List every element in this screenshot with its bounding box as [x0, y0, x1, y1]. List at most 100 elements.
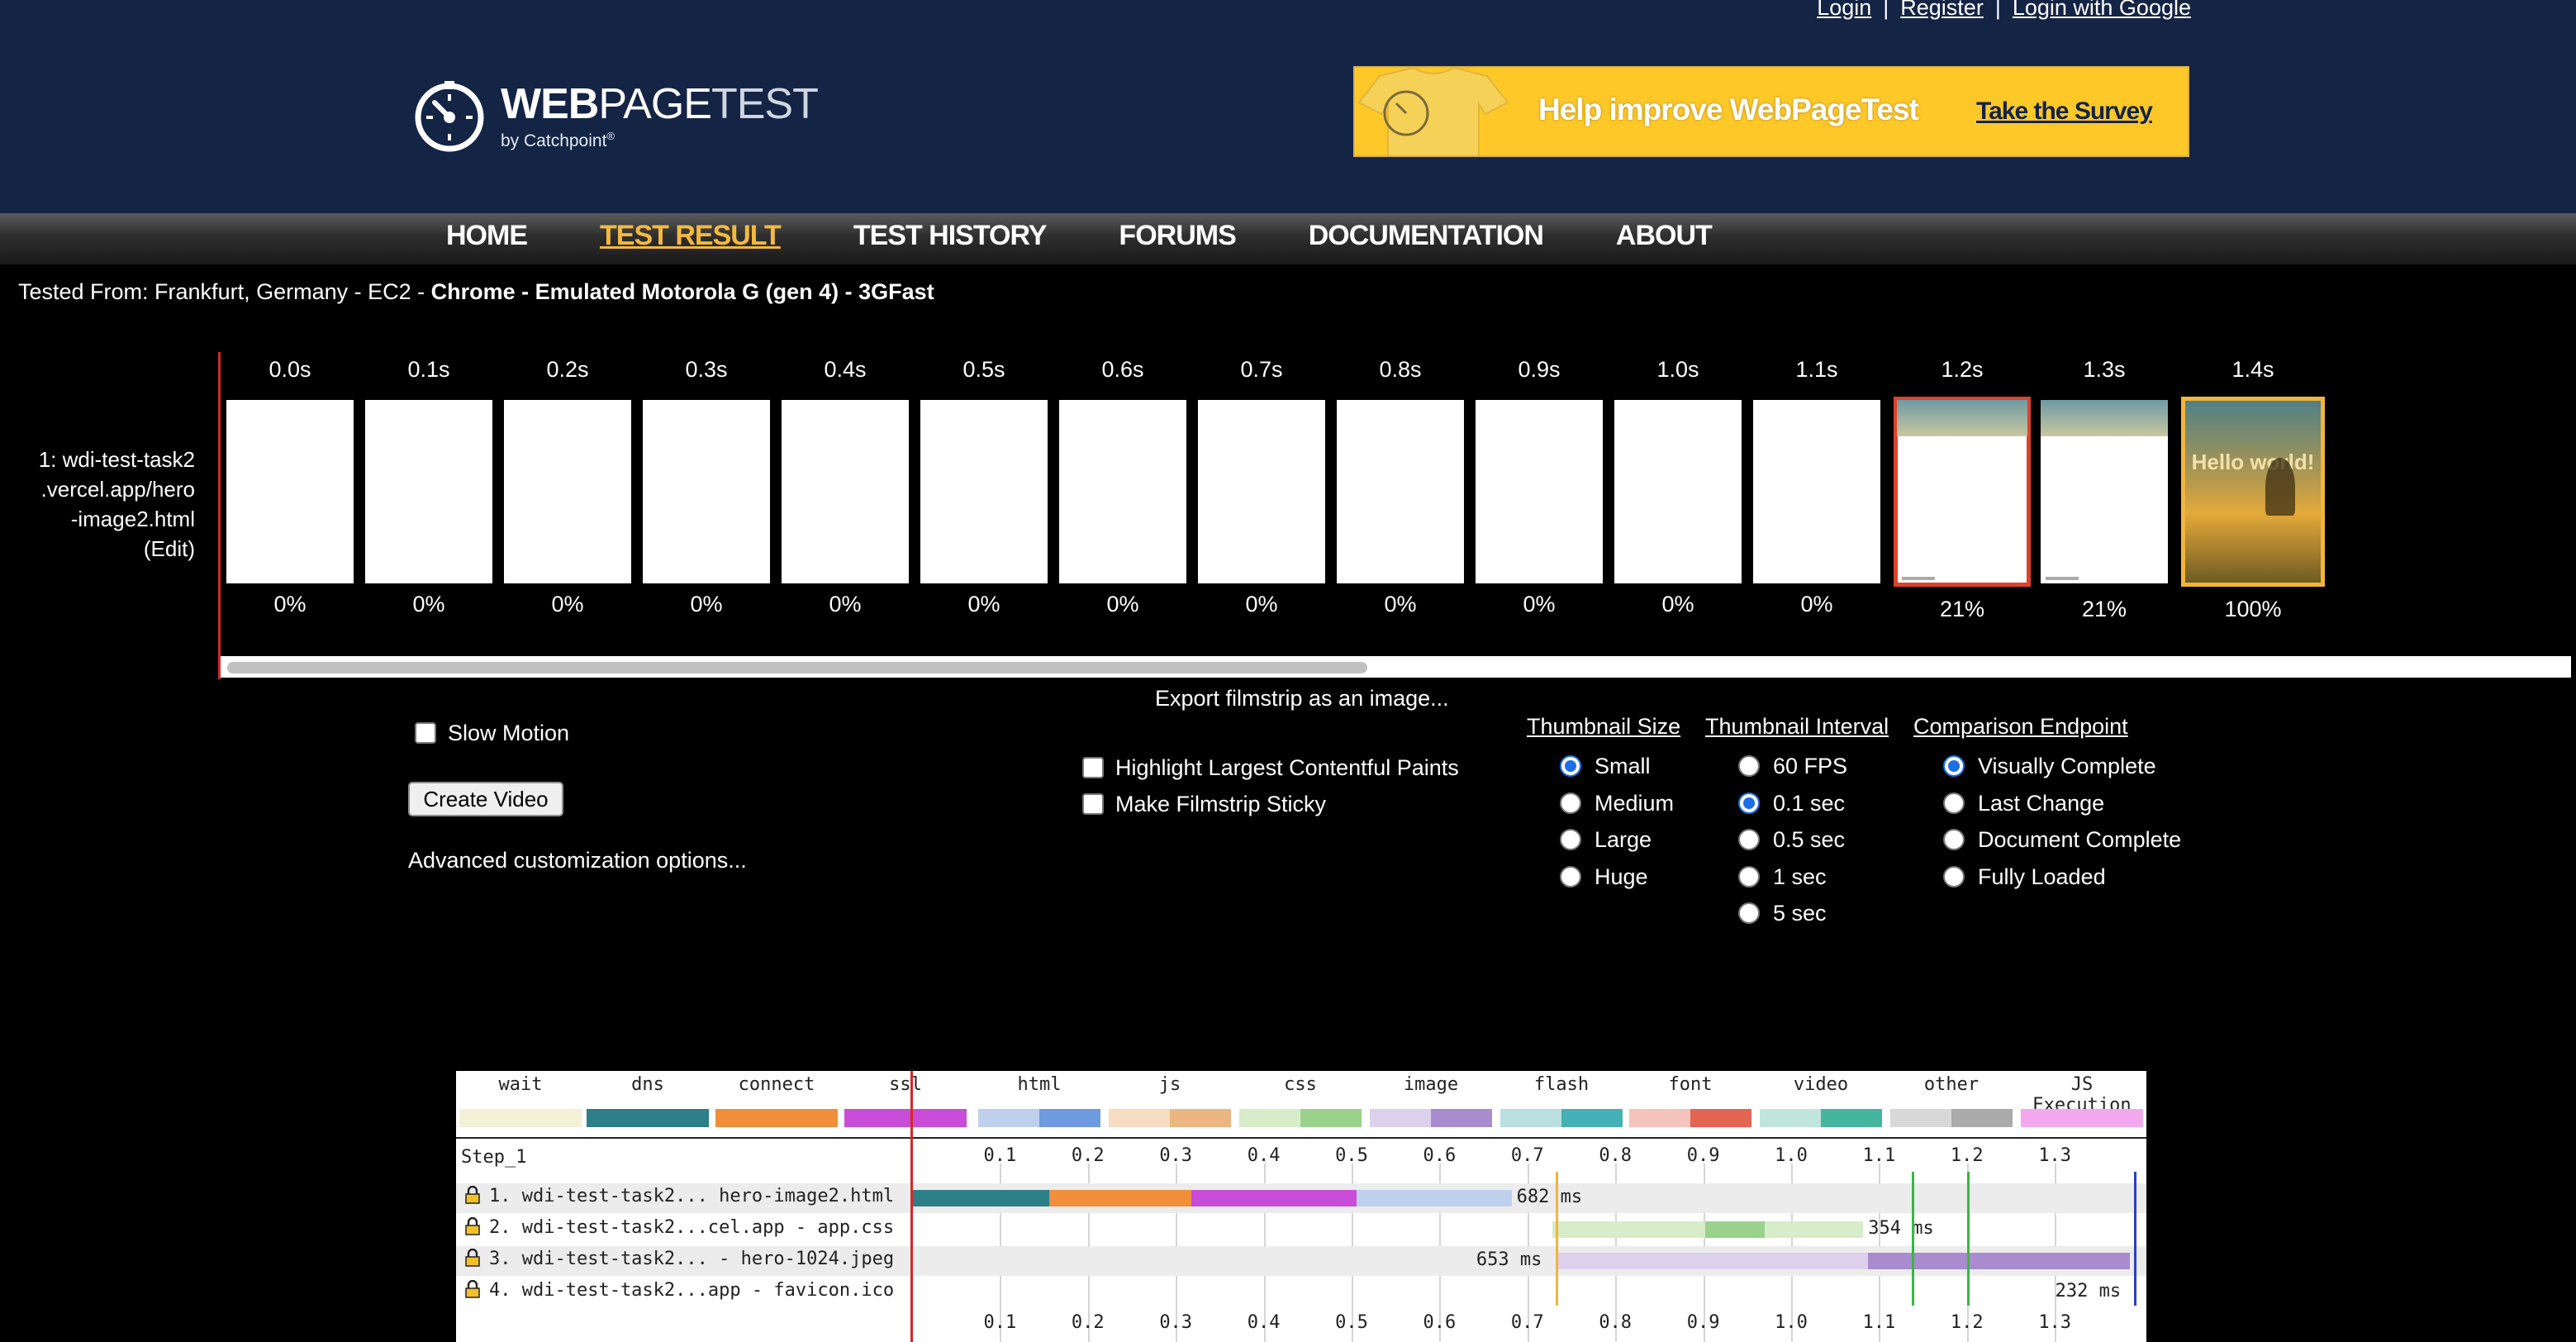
legend-swatch: [1690, 1109, 1751, 1127]
thumbnail-size-radio[interactable]: [1560, 755, 1581, 777]
thumbnail-size-heading[interactable]: Thumbnail Size: [1527, 714, 1681, 739]
request-label[interactable]: 1. wdi-test-task2... hero-image2.html: [464, 1186, 894, 1206]
take-survey-link[interactable]: Take the Survey: [1976, 98, 2153, 125]
slow-motion-option[interactable]: Slow Motion: [415, 721, 569, 746]
comparison-endpoint-radio[interactable]: [1943, 865, 1965, 888]
filmstrip-frame[interactable]: [365, 400, 492, 583]
legend-label: video: [1793, 1074, 1849, 1095]
nav-home[interactable]: HOME: [446, 220, 528, 251]
webpagetest-logo[interactable]: WEBPAGETEST by Catchpoint®: [411, 78, 819, 154]
filmstrip-frame[interactable]: [1198, 400, 1325, 583]
filmstrip-frame[interactable]: [1337, 400, 1464, 583]
test-url-line[interactable]: .vercel.app/hero: [40, 477, 195, 502]
comparison-endpoint-radio[interactable]: [1943, 792, 1965, 814]
thumbnail-size-option[interactable]: Medium: [1560, 791, 1674, 816]
filmstrip-frame[interactable]: [1059, 400, 1186, 583]
nav-test-result[interactable]: TEST RESULT: [600, 220, 782, 251]
filmstrip-frame[interactable]: [643, 400, 770, 583]
comparison-endpoint-radio[interactable]: [1943, 829, 1965, 850]
timing-marker-line: [1966, 1172, 1970, 1306]
register-link[interactable]: Register: [1900, 0, 1984, 20]
edit-link[interactable]: (Edit): [143, 536, 195, 561]
thumbnail-size-radio[interactable]: [1560, 792, 1581, 814]
filmstrip-frame[interactable]: [1476, 400, 1603, 583]
request-row[interactable]: 2. wdi-test-task2...cel.app - app.css 354…: [456, 1215, 2146, 1244]
filmstrip-frame[interactable]: [504, 400, 631, 583]
request-row[interactable]: 3. wdi-test-task2... - hero-1024.jpeg 653…: [456, 1246, 2146, 1276]
filmstrip-scrollbar[interactable]: [221, 656, 2571, 678]
nav-about[interactable]: ABOUT: [1615, 220, 1713, 251]
legend-swatch: [1890, 1109, 1951, 1127]
create-video-button[interactable]: Create Video: [408, 782, 563, 816]
filmstrip-frame[interactable]: [2041, 400, 2168, 583]
highlight-lcp-checkbox[interactable]: [1082, 757, 1104, 778]
request-label[interactable]: 2. wdi-test-task2...cel.app - app.css: [464, 1217, 894, 1238]
thumbnail-interval-option[interactable]: 60 FPS: [1738, 754, 1847, 779]
tshirt-icon: [1357, 68, 1509, 155]
thumbnail-interval-radio[interactable]: [1738, 829, 1760, 850]
axis-tick-label: 0.9: [1686, 1312, 1720, 1333]
thumbnail-interval-option[interactable]: 1 sec: [1738, 864, 1827, 890]
filmstrip-frame[interactable]: [920, 400, 1048, 583]
frame-time-label: 0.9s: [1518, 357, 1561, 382]
slow-motion-checkbox[interactable]: [415, 722, 436, 744]
request-row[interactable]: 1. wdi-test-task2... hero-image2.html 682…: [456, 1183, 2146, 1213]
filmstrip-frame[interactable]: Hello world!: [2181, 397, 2325, 587]
highlight-lcp-option[interactable]: Highlight Largest Contentful Paints: [1082, 755, 1459, 781]
thumbnail-size-option[interactable]: Huge: [1560, 864, 1648, 890]
comparison-endpoint-option[interactable]: Fully Loaded: [1943, 864, 2106, 890]
scrollbar-thumb[interactable]: [227, 662, 1367, 673]
legend-label: font: [1668, 1074, 1713, 1095]
comparison-endpoint-heading[interactable]: Comparison Endpoint: [1913, 714, 2128, 739]
request-row[interactable]: 4. wdi-test-task2...app - favicon.ico 232…: [456, 1278, 2146, 1307]
frame-time-label: 1.4s: [2231, 357, 2274, 382]
filmstrip-frame[interactable]: [782, 400, 909, 583]
export-filmstrip-link[interactable]: Export filmstrip as an image...: [1155, 686, 1449, 711]
thumbnail-interval-option[interactable]: 0.1 sec: [1738, 791, 1845, 816]
timing-marker-line: [1555, 1172, 1558, 1306]
request-label-text: 4. wdi-test-task2...app - favicon.ico: [489, 1280, 895, 1301]
thumbnail-interval-radio[interactable]: [1738, 865, 1760, 888]
frame-time-label: 0.1s: [407, 357, 450, 382]
filmstrip-frame[interactable]: [1614, 400, 1742, 583]
login-google-link[interactable]: Login with Google: [2012, 0, 2191, 20]
thumbnail-size-radio[interactable]: [1560, 829, 1581, 850]
legend-swatch: [1431, 1109, 1492, 1127]
thumbnail-size-option[interactable]: Small: [1560, 754, 1651, 779]
filmstrip-frame[interactable]: [226, 400, 354, 583]
thumbnail-interval-option[interactable]: 5 sec: [1738, 901, 1827, 926]
visual-progress-label: 0%: [1106, 592, 1139, 616]
visual-progress-label: 0%: [690, 592, 723, 616]
sticky-filmstrip-checkbox[interactable]: [1082, 793, 1104, 815]
thumbnail-interval-radio[interactable]: [1738, 902, 1760, 924]
login-link[interactable]: Login: [1817, 0, 1872, 20]
request-label[interactable]: 3. wdi-test-task2... - hero-1024.jpeg: [464, 1249, 894, 1269]
advanced-options-link[interactable]: Advanced customization options...: [408, 848, 747, 873]
nav-forums[interactable]: FORUMS: [1119, 220, 1236, 251]
test-url-line[interactable]: 1: wdi-test-task2: [38, 447, 195, 472]
thumbnail-interval-heading[interactable]: Thumbnail Interval: [1705, 714, 1889, 739]
test-url-line[interactable]: -image2.html: [70, 507, 195, 531]
filmstrip-frame[interactable]: [1753, 400, 1880, 583]
filmstrip-frame[interactable]: [1894, 397, 2031, 587]
thumbnail-size-radio[interactable]: [1560, 865, 1581, 888]
comparison-endpoint-option[interactable]: Visually Complete: [1943, 754, 2156, 779]
request-label[interactable]: 4. wdi-test-task2...app - favicon.ico: [464, 1280, 894, 1301]
thumbnail-size-option[interactable]: Large: [1560, 827, 1652, 853]
comparison-endpoint-radio[interactable]: [1943, 755, 1965, 777]
thumbnail-interval-radio[interactable]: [1738, 792, 1760, 814]
logo-text-test: TEST: [711, 79, 819, 128]
nav-test-history[interactable]: TEST HISTORY: [853, 220, 1048, 251]
thumbnail-interval-label: 5 sec: [1773, 901, 1827, 926]
logo-subtitle: by Catchpoint: [501, 131, 607, 150]
comparison-endpoint-option[interactable]: Last Change: [1943, 791, 2104, 816]
sticky-filmstrip-option[interactable]: Make Filmstrip Sticky: [1082, 792, 1326, 817]
axis-tick-label: 1.1: [1862, 1312, 1896, 1333]
timing-marker-line: [2133, 1172, 2136, 1306]
thumbnail-interval-radio[interactable]: [1738, 755, 1760, 777]
thumbnail-interval-option[interactable]: 0.5 sec: [1738, 827, 1845, 853]
survey-banner[interactable]: Help improve WebPageTest Take the Survey: [1353, 66, 2189, 157]
nav-documentation[interactable]: DOCUMENTATION: [1308, 220, 1544, 251]
frame-time-label: 0.3s: [685, 357, 728, 382]
comparison-endpoint-option[interactable]: Document Complete: [1943, 827, 2181, 853]
